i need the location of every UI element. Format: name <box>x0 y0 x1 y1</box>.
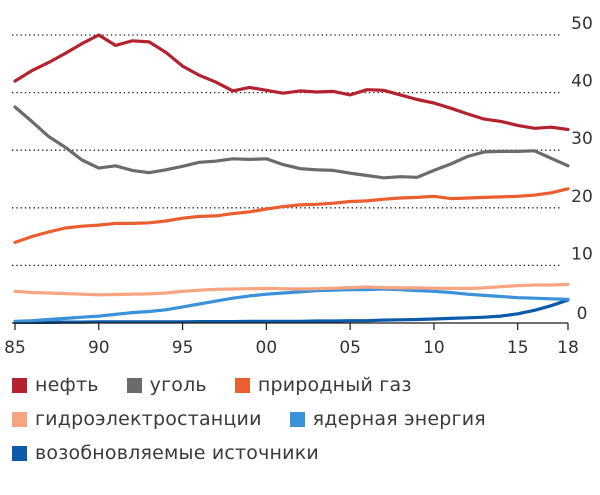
legend-item-hydro: гидроэлектростанции <box>0 408 262 430</box>
legend-row: нефть уголь природный газ <box>0 368 600 402</box>
y-tick-label: 0 <box>577 304 588 324</box>
x-tick-label: 18 <box>557 338 579 358</box>
series-line-nuclear <box>13 287 570 323</box>
legend-item-gas: природный газ <box>223 374 412 396</box>
legend-swatch-nuclear <box>289 411 305 427</box>
legend-item-oil: нефть <box>0 374 99 396</box>
x-tick-label: 15 <box>507 338 529 358</box>
x-tick-label: 05 <box>339 338 361 358</box>
y-tick-label: 30 <box>571 129 593 149</box>
y-tick-label: 20 <box>571 187 593 207</box>
legend-item-nuclear: ядерная энергия <box>278 408 486 430</box>
grid-lines <box>12 34 560 267</box>
series-lines <box>13 33 570 324</box>
legend-swatch-coal <box>126 377 142 393</box>
legend-swatch-hydro <box>12 411 27 427</box>
x-tick-label: 00 <box>256 338 278 358</box>
series-line-gas <box>13 187 570 244</box>
y-tick-label: 40 <box>571 72 593 92</box>
legend-swatch-gas <box>234 377 250 393</box>
series-line-coal <box>13 105 570 180</box>
series-line-renewables <box>13 298 570 324</box>
legend: нефть уголь природный газ гидроэлектростанц… <box>0 368 600 470</box>
legend-item-renewables: возобновляемые источники <box>0 442 319 464</box>
x-tick-label: 10 <box>423 338 445 358</box>
legend-item-coal: уголь <box>115 374 207 396</box>
legend-row: возобновляемые источники <box>0 436 600 470</box>
series-line-hydro <box>13 282 570 297</box>
x-tick-label: 95 <box>172 338 194 358</box>
y-tick-label: 10 <box>571 244 593 264</box>
legend-label-oil: нефть <box>35 374 99 396</box>
legend-label-renewables: возобновляемые источники <box>35 442 319 464</box>
x-tick-label: 85 <box>4 338 26 358</box>
series-line-oil <box>13 33 570 132</box>
line-chart: 50 40 30 20 10 0 85 90 95 00 05 10 15 18 <box>4 14 593 358</box>
x-tick-label: 90 <box>88 338 110 358</box>
legend-label-hydro: гидроэлектростанции <box>35 408 262 430</box>
legend-row: гидроэлектростанции ядерная энергия <box>0 402 600 436</box>
legend-swatch-renewables <box>12 445 27 461</box>
axis: 50 40 30 20 10 0 85 90 95 00 05 10 15 18 <box>4 14 593 358</box>
legend-swatch-oil <box>12 377 27 393</box>
legend-label-coal: уголь <box>149 374 207 396</box>
y-tick-label: 50 <box>571 14 593 34</box>
legend-label-nuclear: ядерная энергия <box>312 408 486 430</box>
legend-label-gas: природный газ <box>257 374 412 396</box>
